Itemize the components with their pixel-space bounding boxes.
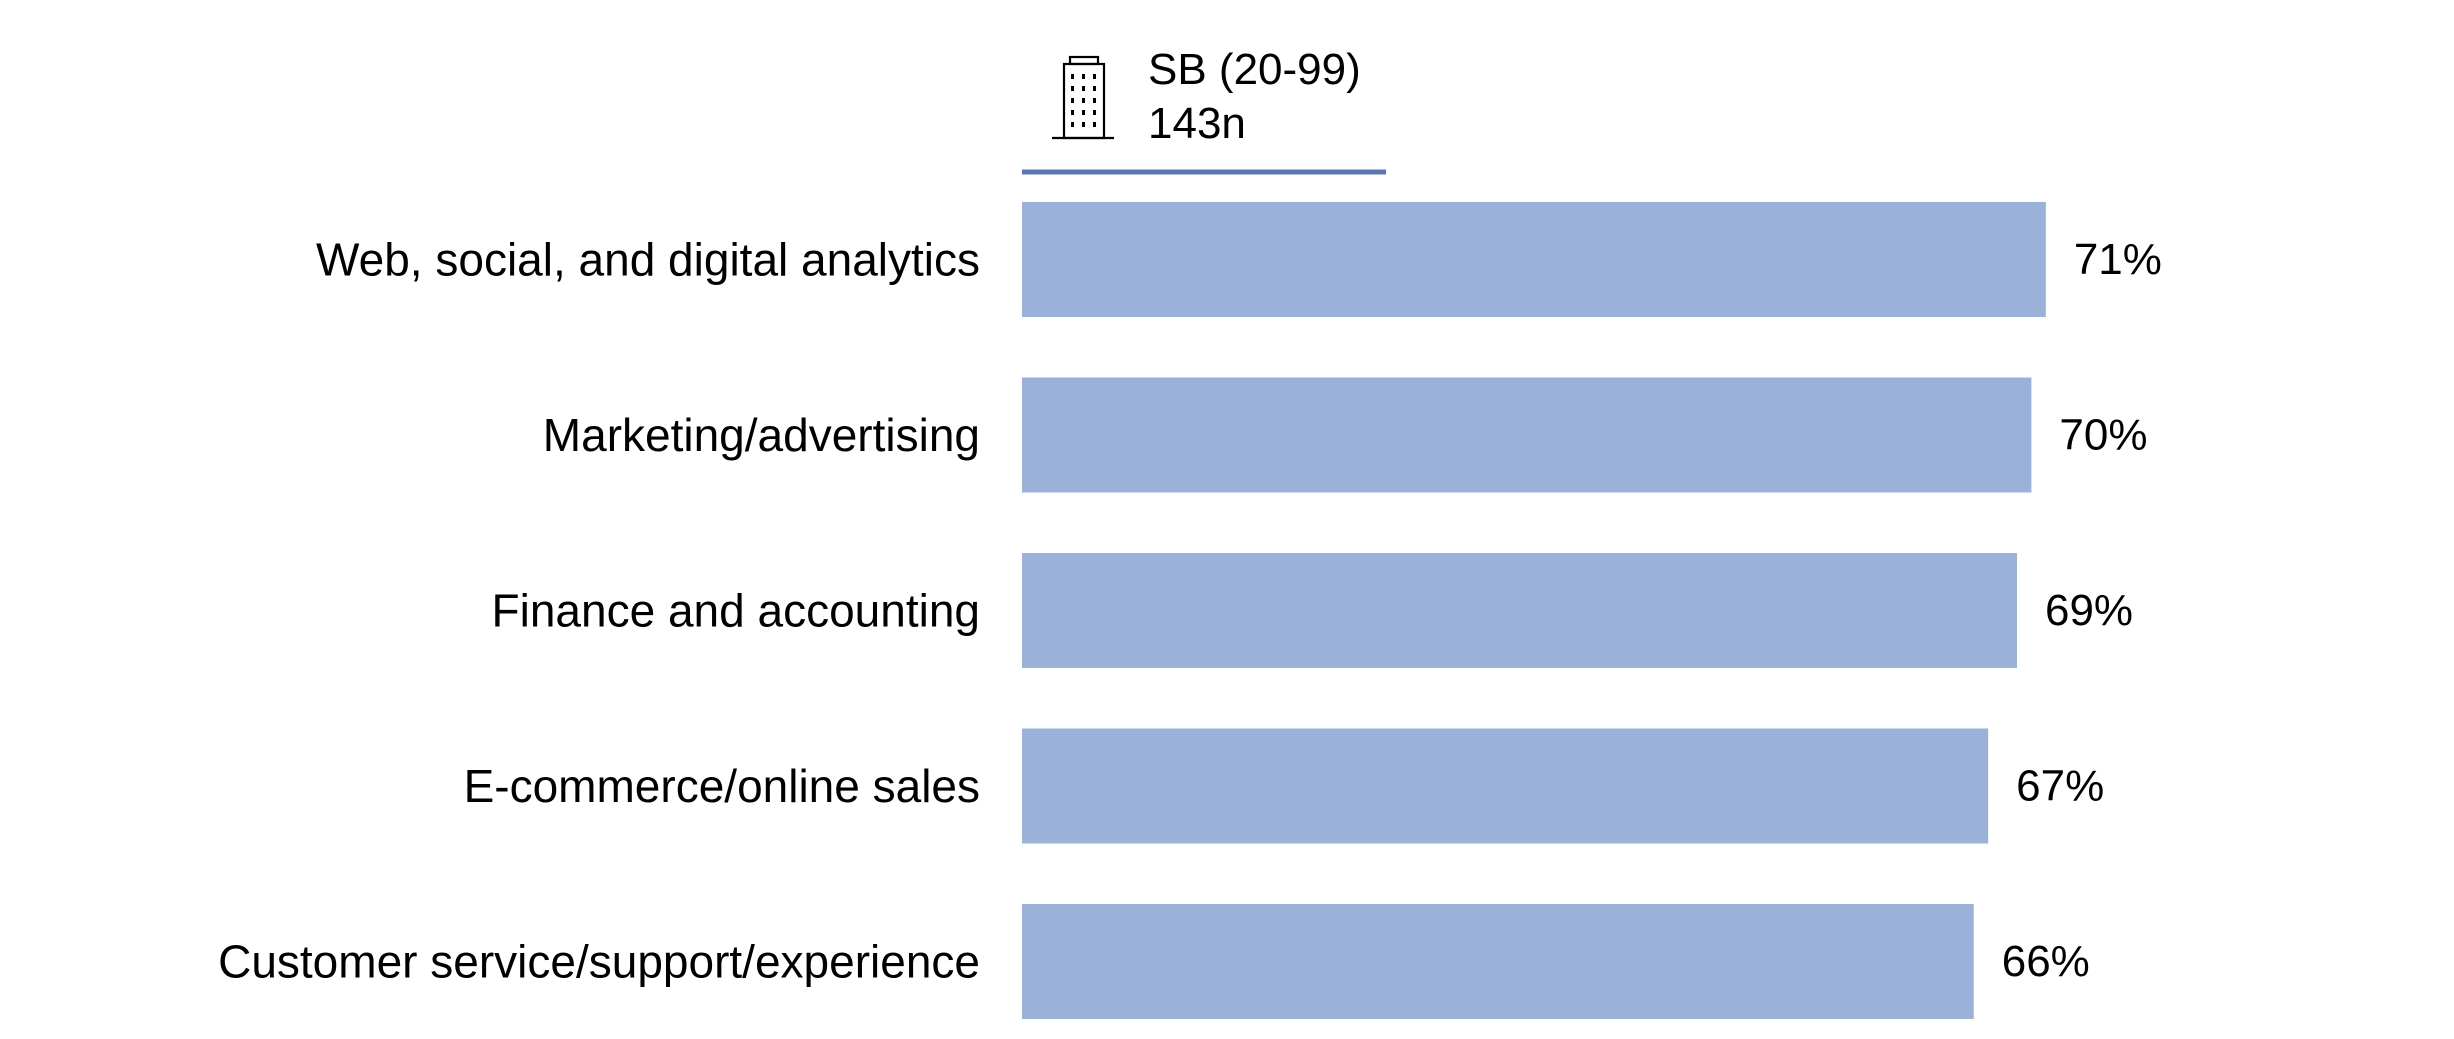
segment-sample-size: 143n [1148, 99, 1246, 148]
segment-name: SB (20-99) [1148, 45, 1361, 94]
value-label-4: 67% [2016, 762, 2104, 811]
bar-4 [1022, 728, 1989, 844]
category-label-5: Customer service/support/experience [218, 936, 980, 988]
category-labels: Web, social, and digital analytics Market… [218, 234, 980, 988]
value-label-5: 66% [2002, 937, 2090, 986]
bars-group [1022, 202, 2046, 1019]
category-label-3: Finance and accounting [492, 585, 980, 637]
bar-2 [1022, 377, 2032, 493]
value-labels: 71% 70% 69% 67% 66% [2002, 235, 2162, 986]
office-building-icon [1052, 55, 1114, 140]
category-label-4: E-commerce/online sales [464, 760, 980, 812]
bar-5 [1022, 904, 1974, 1019]
bar-1 [1022, 202, 2046, 317]
value-label-2: 70% [2059, 411, 2147, 460]
value-label-1: 71% [2074, 235, 2162, 284]
bar-3 [1022, 553, 2017, 668]
segment-header: SB (20-99) 143n [1022, 45, 1386, 175]
value-label-3: 69% [2045, 586, 2133, 635]
category-label-1: Web, social, and digital analytics [316, 234, 980, 286]
category-label-2: Marketing/advertising [543, 409, 980, 461]
